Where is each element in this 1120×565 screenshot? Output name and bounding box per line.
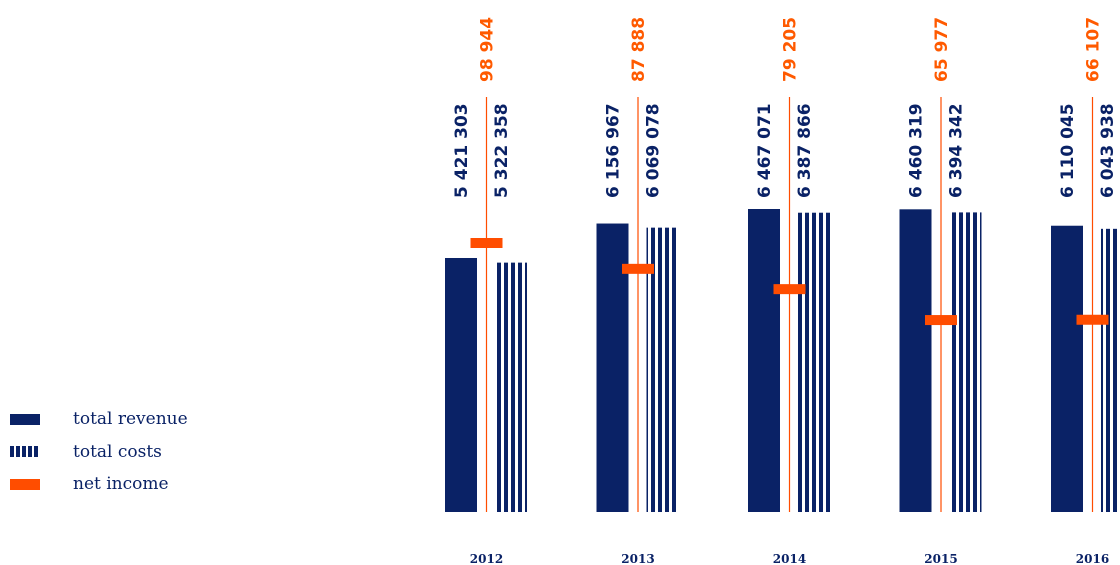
bar-total-costs [798,212,830,512]
legend-swatch-net-income [10,479,40,490]
x-tick-label-year: 2015 [924,552,957,565]
bar-total-revenue [445,257,477,512]
plot-area: 5 421 303 5 322 358 98 944 2012 6 156 967 6 0… [445,17,1120,565]
legend-costs-stripe [34,446,38,457]
value-label-net-income: 79 205 [781,17,801,82]
bar-total-revenue [1051,225,1083,512]
marker-net-income [925,315,957,326]
marker-net-income [622,263,654,274]
value-label-total-revenue: 6 460 319 [907,103,927,198]
value-label-total-revenue: 6 156 967 [604,103,624,198]
legend: total revenue total costs net income [10,409,188,494]
x-tick-label-year: 2014 [773,552,806,565]
legend-label-revenue: total revenue [73,409,188,429]
bar-total-costs [646,227,679,512]
value-label-net-income: 87 888 [629,17,649,82]
value-label-total-costs: 6 394 342 [947,103,967,198]
value-label-total-costs: 6 043 938 [1098,103,1118,198]
bar-total-costs [1101,228,1120,512]
legend-costs-stripe [10,446,14,457]
bar-total-costs [949,212,982,513]
value-label-total-revenue: 6 467 071 [755,103,775,198]
legend-swatch-costs [10,446,38,457]
bar-total-costs [495,262,527,512]
legend-costs-stripe [28,446,32,457]
value-label-net-income: 66 107 [1084,17,1104,82]
legend-costs-stripe [22,446,26,457]
value-label-net-income: 98 944 [478,17,498,82]
value-label-total-costs: 6 069 078 [644,103,664,198]
marker-net-income [470,238,503,248]
legend-swatch-revenue [10,414,40,425]
value-label-total-revenue: 6 110 045 [1058,103,1078,198]
x-tick-label-year: 2016 [1076,552,1109,565]
legend-costs-stripe [16,446,20,457]
value-label-net-income: 65 977 [932,17,952,82]
legend-label-costs: total costs [73,442,162,462]
x-tick-label-year: 2013 [621,552,654,565]
marker-net-income [1076,314,1109,325]
value-label-total-costs: 5 322 358 [492,103,512,198]
value-label-total-costs: 6 387 866 [795,103,815,198]
bar-total-revenue [899,209,932,512]
legend-label-net-income: net income [73,474,169,494]
bar-total-revenue [748,209,780,512]
x-tick-label-year: 2012 [470,552,503,565]
value-label-total-revenue: 5 421 303 [452,103,472,198]
marker-net-income [773,284,806,295]
